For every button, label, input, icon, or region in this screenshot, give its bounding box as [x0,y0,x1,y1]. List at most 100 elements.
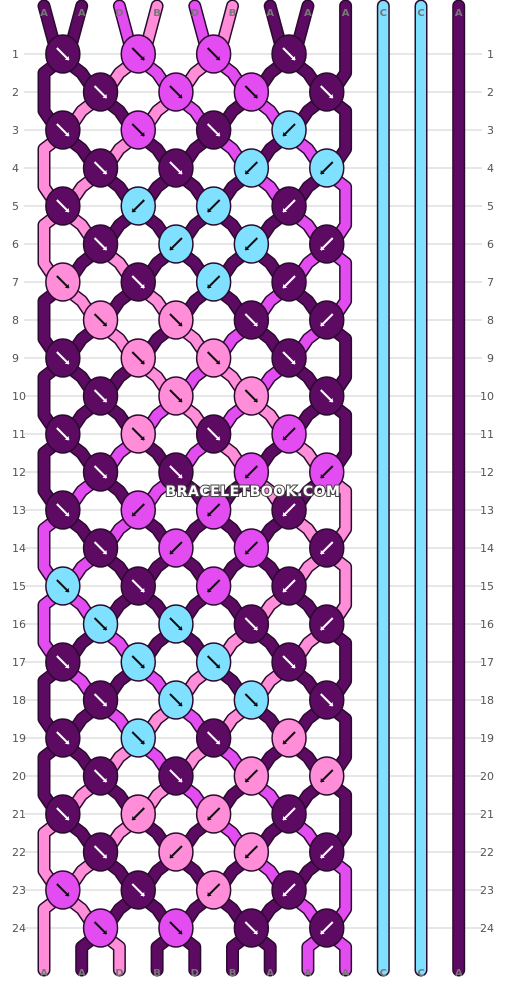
knot-arrowhead-icon [102,778,107,782]
knot [309,604,345,644]
knot [195,262,232,302]
knot [233,224,270,264]
knot [195,414,232,454]
row-number: 7 [487,276,494,289]
knot [271,718,307,758]
knot [45,338,81,378]
knot [82,452,119,492]
row-number: 11 [12,428,26,441]
strand-label: A [455,8,463,19]
knot-arrowhead-icon [283,740,288,744]
strand-label: D [191,8,199,19]
knot-arrowhead-icon [140,436,145,440]
knot-arrowhead-icon [245,550,250,554]
knot [120,490,156,530]
knot [271,338,307,378]
row-number: 21 [480,808,494,821]
knot-arrowhead-icon [207,208,212,212]
knot [120,186,156,226]
knot-arrowhead-icon [320,474,325,478]
knot [120,794,156,834]
knot-arrowhead-icon [283,816,288,820]
knot-arrowhead-icon [253,626,258,630]
knot [309,528,345,568]
knot-arrowhead-icon [102,702,107,706]
knot-arrowhead-icon [283,512,288,516]
knot-arrowhead-icon [102,854,107,858]
row-number: 14 [12,542,26,555]
row-number: 15 [480,580,494,593]
row-number: 24 [12,922,26,935]
knot-arrowhead-icon [64,512,69,516]
row-number: 18 [480,694,494,707]
knot-arrowhead-icon [207,588,212,592]
row-number: 5 [487,200,494,213]
strand-label: C [417,968,424,979]
strand-label: C [380,968,387,979]
knot-arrowhead-icon [283,208,288,212]
knot-arrowhead-icon [177,94,182,98]
knot [158,148,194,188]
knot-grid [45,34,345,948]
strand-label: A [304,968,312,979]
knot [195,34,232,74]
row-number: 4 [487,162,494,175]
knot [233,908,270,948]
knot [82,756,119,796]
knot-arrowhead-icon [177,778,182,782]
knot-arrowhead-icon [169,246,174,250]
knot-arrowhead-icon [283,892,288,896]
row-number: 11 [480,428,494,441]
strand-label: A [40,8,48,19]
row-number: 10 [12,390,26,403]
knot-arrowhead-icon [64,740,69,744]
knot-arrowhead-icon [253,702,258,706]
knot-arrowhead-icon [177,398,182,402]
knot-arrowhead-icon [283,588,288,592]
knot [45,718,81,758]
knot-arrowhead-icon [140,588,145,592]
row-number: 2 [487,86,494,99]
knot-arrowhead-icon [207,512,212,516]
knot [120,414,156,454]
row-number: 23 [480,884,494,897]
knot [158,604,194,644]
knot-arrowhead-icon [320,550,325,554]
knot [158,376,194,416]
knot-arrowhead-icon [140,360,145,364]
knot-arrowhead-icon [102,170,107,174]
knot-arrowhead-icon [328,94,333,98]
knot-arrowhead-icon [283,436,288,440]
strand-label: A [304,8,312,19]
strand-label: A [78,8,86,19]
knot [271,642,307,682]
knot-arrowhead-icon [177,930,182,934]
knot-arrowhead-icon [64,436,69,440]
knot [271,110,307,150]
knot-arrowhead-icon [102,322,107,326]
knot-arrowhead-icon [177,322,182,326]
knot [82,528,119,568]
knot-arrowhead-icon [253,322,258,326]
row-number: 13 [12,504,26,517]
knot [309,756,345,796]
row-number: 12 [480,466,494,479]
knot [82,908,119,948]
knot-arrowhead-icon [177,702,182,706]
knot [271,34,307,74]
knot-arrowhead-icon [328,398,333,402]
knot [309,300,345,340]
knot [82,300,119,340]
knot [309,148,345,188]
knot [158,528,194,568]
knot [271,566,307,606]
knot-arrowhead-icon [215,360,220,364]
row-number: 8 [12,314,19,327]
knot-arrowhead-icon [102,474,107,478]
knot [45,490,81,530]
knot [45,870,81,910]
knot [271,414,307,454]
strand-label: A [266,8,274,19]
knot [309,452,345,492]
